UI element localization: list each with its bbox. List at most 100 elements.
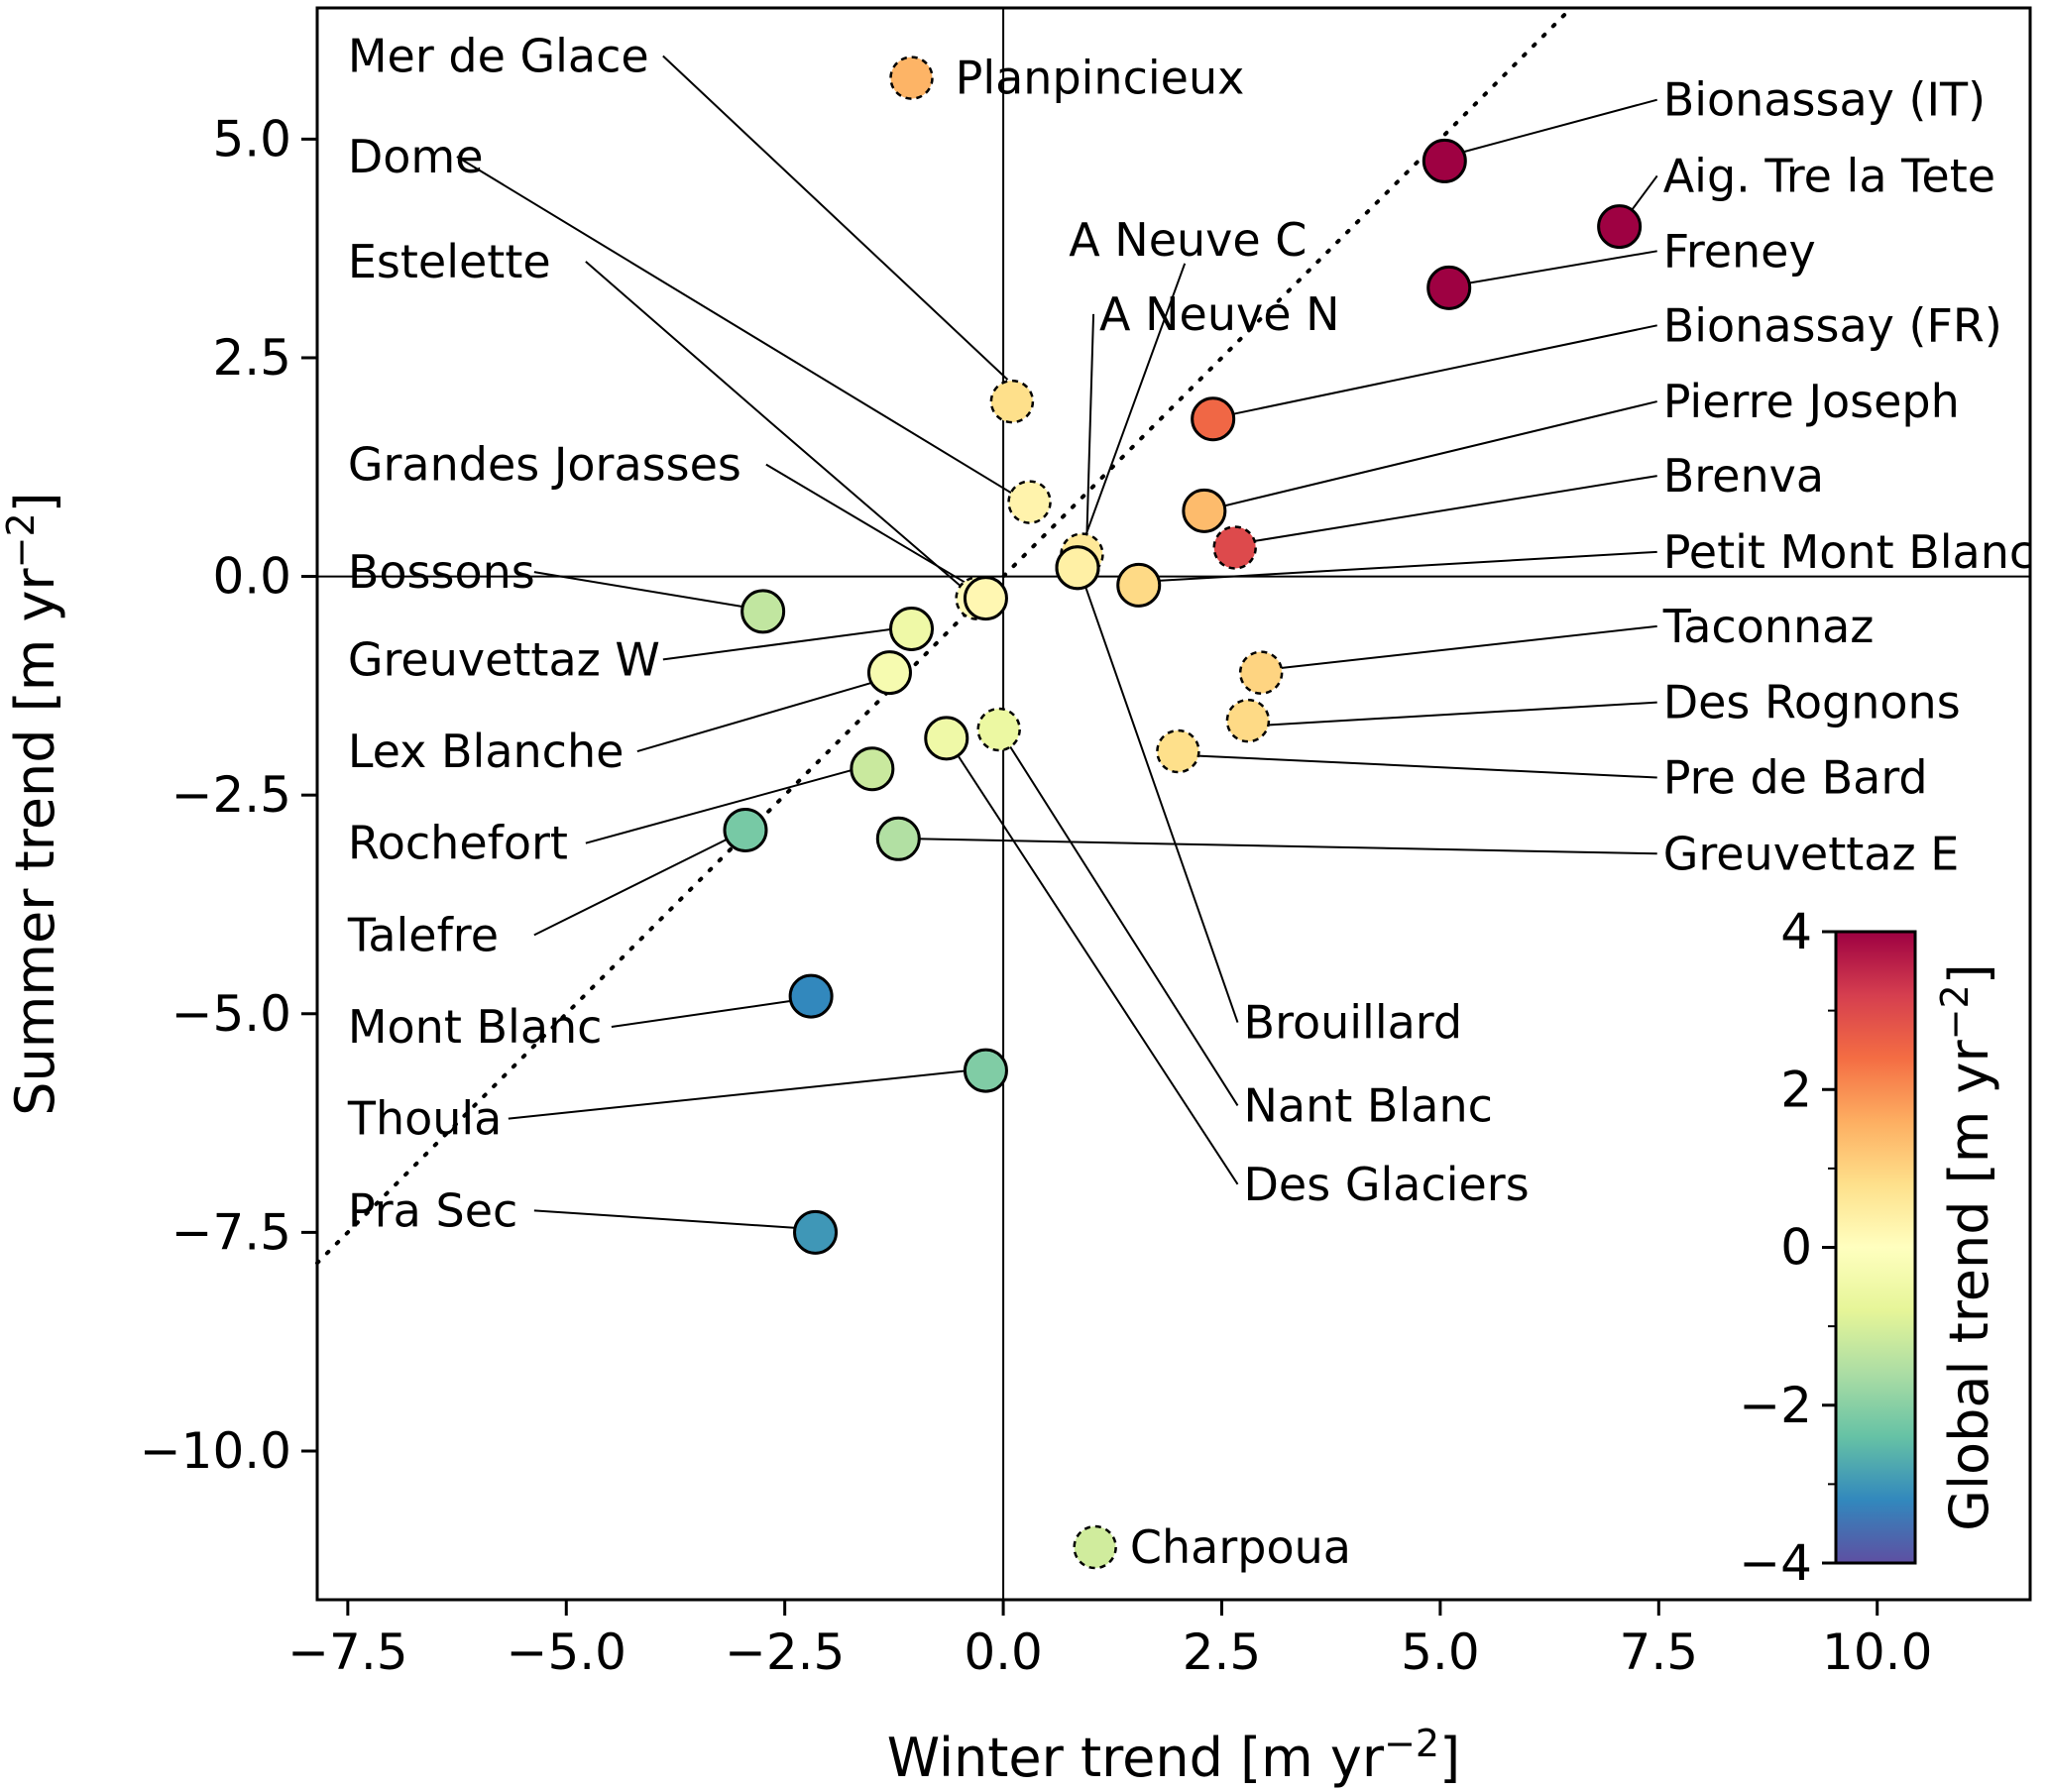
x-tick-label: 0.0 [964,1624,1043,1681]
leader-bossons [533,571,746,609]
x-tick-label: −2.5 [725,1624,845,1681]
label-bossons: Bossons [348,545,535,599]
leader-petit-mont-blanc [1156,550,1657,582]
leader-freney [1466,250,1657,284]
leader-des-glaciers [954,750,1239,1185]
colorbar-tick-label: 0 [1780,1219,1812,1277]
label-charpoua: Charpoua [1130,1520,1351,1574]
x-tick-label: 2.5 [1183,1624,1262,1681]
colorbar-title: Global trend [m yr−2] [1933,963,2000,1531]
label-dome: Dome [348,130,484,183]
y-tick-label: −5.0 [171,985,291,1043]
leader-lex-blanche [636,680,877,753]
point-pra-sec [793,1209,839,1255]
leader-pra-sec [533,1209,798,1229]
leader-greuvettaz-w [662,627,895,661]
leader-grandes-jorasses [765,463,978,591]
y-axis-title: Summer trend [m yr−2] [0,492,66,1115]
leader-brouillard [1081,576,1239,1023]
point-rochefort [850,746,895,792]
point-thoula [963,1048,1008,1093]
y-tick-label: 0.0 [212,548,291,606]
leader-mont-blanc [611,999,794,1029]
point-bossons [740,589,786,634]
label-taconnaz: Taconnaz [1662,600,1875,653]
point-talefre [723,807,768,852]
label-brouillard: Brouillard [1244,996,1463,1050]
label-a-neuve-c: A Neuve C [1069,213,1307,267]
leader-a-neuve-c [1081,263,1187,547]
label-planpincieux: Planpincieux [956,52,1245,105]
label-pra-sec: Pra Sec [348,1183,517,1237]
x-axis-title: Winter trend [m yr−2] [887,1722,1460,1789]
label-estelette: Estelette [348,235,551,288]
leader-bionassay-fr [1230,324,1657,416]
point-pre-de-bard [1156,728,1200,774]
point-nant-blanc [976,707,1021,752]
point-planpincieux [889,56,934,100]
colorbar-tick-label: 2 [1780,1061,1812,1118]
point-greuvettaz-e [875,816,921,861]
point-bionassay-it [1422,138,1467,183]
point-lex-blanche [866,650,912,696]
label-pierre-joseph: Pierre Joseph [1663,375,1960,428]
label-des-rognons: Des Rognons [1663,676,1961,729]
leader-rochefort [585,769,852,844]
point-taconnaz [1238,650,1284,695]
label-nant-blanc: Nant Blanc [1244,1078,1493,1132]
label-bionassay-it: Bionassay (IT) [1663,73,1986,127]
label-talefre: Talefre [347,908,499,961]
point-mont-blanc [788,973,834,1019]
label-rochefort: Rochefort [348,817,568,870]
label-pre-de-bard: Pre de Bard [1663,751,1928,805]
leader-nant-blanc [1006,741,1239,1106]
label-greuvettaz-w: Greuvettaz W [348,632,660,686]
leader-taconnaz [1278,624,1657,670]
point-charpoua [1073,1524,1117,1570]
label-aig-tre-la-tete: Aig. Tre la Tete [1663,149,1995,202]
x-tick-label: −7.5 [287,1624,407,1681]
leader-des-rognons [1265,701,1657,727]
point-bionassay-fr [1191,396,1236,442]
point-des-rognons [1225,698,1271,743]
label-greuvettaz-e: Greuvettaz E [1663,827,1960,880]
y-tick-label: −7.5 [171,1203,291,1261]
label-freney: Freney [1663,224,1816,278]
point-brenva [1212,525,1257,570]
point-grandes-jorasses [963,576,1008,621]
point-petit-mont-blanc [1116,562,1162,608]
label-mer-de-glace: Mer de Glace [348,30,649,83]
colorbar-tick-label: −4 [1739,1534,1812,1592]
leader-brenva [1252,475,1657,543]
leader-thoula [508,1069,968,1120]
point-mer-de-glace [989,379,1035,424]
colorbar [1834,930,1917,1565]
leader-aig-tre-la-tete [1632,174,1658,210]
point-dome [1007,480,1052,524]
colorbar-tick-label: −2 [1739,1377,1812,1434]
label-petit-mont-blanc: Petit Mont Blanc [1663,525,2035,579]
leader-pierre-joseph [1221,400,1657,507]
plot-frame [315,6,2032,1602]
label-a-neuve-n: A Neuve N [1099,287,1340,341]
point-brouillard [1055,545,1100,591]
point-freney [1426,265,1472,310]
leader-mer-de-glace [662,55,1009,381]
label-thoula: Thoula [347,1092,503,1146]
leader-a-neuve-n [1084,313,1095,555]
point-aig-tre-la-tete [1597,204,1643,250]
label-grandes-jorasses: Grandes Jorasses [348,438,741,492]
point-des-glaciers [924,716,969,761]
label-des-glaciers: Des Glaciers [1244,1158,1530,1211]
y-tick-label: 2.5 [212,329,291,387]
label-lex-blanche: Lex Blanche [348,725,625,778]
x-tick-label: 5.0 [1401,1624,1480,1681]
one-to-one-line [315,6,1574,1266]
y-tick-label: −2.5 [171,766,291,824]
leader-dome [456,156,1013,495]
y-tick-label: −10.0 [140,1422,291,1480]
colorbar-tick-label: 4 [1780,903,1812,960]
leader-pre-de-bard [1195,754,1657,779]
label-mont-blanc: Mont Blanc [348,1000,603,1054]
